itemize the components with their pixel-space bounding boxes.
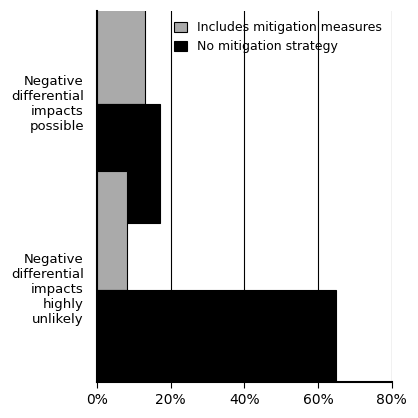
Legend: Includes mitigation measures, No mitigation strategy: Includes mitigation measures, No mitigat…	[171, 18, 385, 57]
Bar	[97, 104, 160, 223]
Bar	[97, 171, 127, 290]
Bar	[97, 0, 145, 104]
Bar	[97, 290, 336, 408]
